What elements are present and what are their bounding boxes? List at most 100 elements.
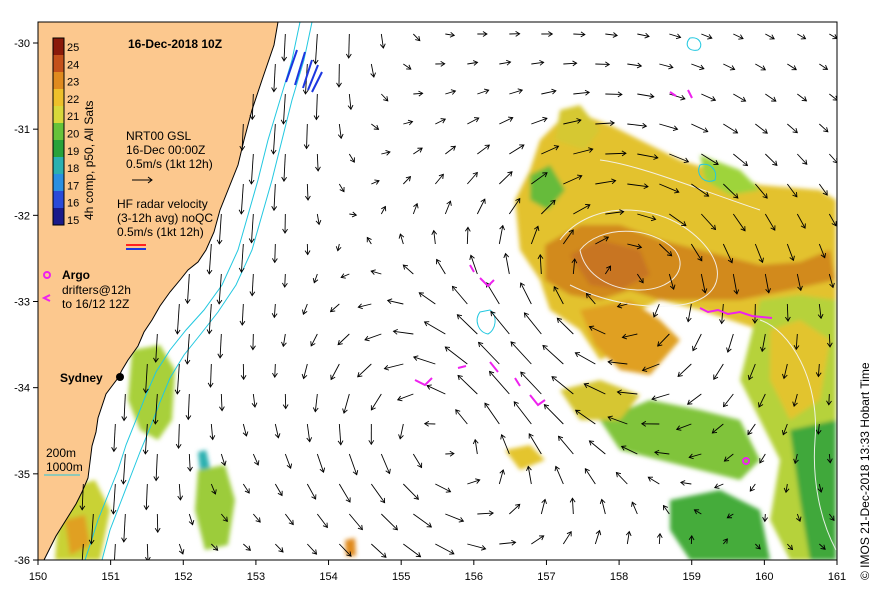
argo-legend-label: Argo: [62, 268, 90, 282]
current-arrowhead: [722, 401, 729, 408]
current-arrowhead: [657, 341, 663, 347]
current-arrow: [380, 453, 390, 474]
nrt-legend-line2: 16-Dec 00:00Z: [126, 143, 205, 157]
current-arrow: [112, 483, 116, 514]
current-arrow: [755, 543, 761, 550]
current-arrow: [284, 453, 292, 469]
current-arrow: [553, 286, 564, 305]
current-arrowhead: [554, 465, 560, 472]
current-arrowhead: [152, 419, 159, 425]
current-arrowhead: [121, 416, 128, 422]
current-arrow: [339, 543, 352, 557]
current-arrowhead: [551, 376, 557, 382]
current-arrow: [220, 453, 226, 466]
current-arrowhead: [271, 87, 277, 93]
current-arrow: [819, 543, 826, 550]
current-arrow: [302, 303, 308, 315]
current-arrow: [433, 230, 436, 245]
current-arrow: [787, 63, 797, 71]
current-arrowhead: [693, 509, 700, 515]
current-arrow: [765, 153, 778, 166]
current-arrowhead: [319, 467, 326, 474]
current-arrow: [242, 483, 250, 494]
current-arrowhead: [576, 118, 582, 124]
current-arrowhead: [178, 549, 185, 555]
x-tick-label: 160: [755, 571, 773, 583]
current-arrow: [240, 183, 244, 214]
current-arrow: [627, 183, 649, 188]
current-arrowhead: [153, 357, 159, 363]
current-arrow: [307, 543, 317, 555]
current-arrow: [562, 229, 574, 245]
current-arrow: [476, 198, 486, 215]
current-arrowhead: [621, 333, 628, 340]
current-arrowhead: [330, 374, 336, 381]
current-arrowhead: [345, 497, 351, 503]
current-arrow: [240, 243, 244, 273]
current-arrowhead: [423, 420, 430, 427]
current-arrow: [418, 292, 436, 305]
current-arrowhead: [800, 34, 807, 40]
current-arrowhead: [782, 373, 788, 380]
current-arrowhead: [488, 510, 494, 517]
current-arrowhead: [379, 43, 386, 49]
current-arrow: [275, 543, 284, 553]
colorbar-swatch: [53, 106, 64, 124]
current-arrowhead: [758, 402, 764, 408]
current-arrowhead: [392, 525, 399, 531]
current-arrowhead: [383, 96, 389, 102]
current-arrow: [251, 213, 254, 243]
current-arrowhead: [607, 415, 613, 421]
current-arrow: [637, 33, 650, 37]
current-arrowhead: [542, 172, 548, 178]
sst-patch-mid-yellow: [560, 380, 640, 420]
current-arrowhead: [681, 221, 687, 227]
current-arrowhead: [339, 186, 345, 193]
current-arrow: [605, 211, 624, 215]
current-arrowhead: [418, 90, 424, 97]
current-arrowhead: [274, 433, 281, 439]
current-arrow: [755, 63, 766, 71]
current-arrowhead: [503, 252, 510, 259]
current-arrow: [413, 147, 423, 155]
current-arrow: [677, 363, 692, 377]
current-arrowhead: [760, 65, 767, 71]
sst-patch-green-ne: [700, 155, 760, 195]
current-arrowhead: [707, 34, 713, 40]
current-arrow: [282, 333, 286, 347]
current-arrow: [723, 63, 735, 70]
current-arrow: [370, 393, 382, 411]
current-arrowhead: [329, 306, 336, 313]
current-arrow: [371, 180, 380, 185]
current-arrowhead: [449, 31, 456, 38]
hf-legend: HF radar velocity (3-12h avg) noQC 0.5m/…: [117, 197, 213, 250]
current-arrow: [348, 513, 363, 530]
colorbar-tick-label: 17: [67, 180, 79, 192]
current-arrow: [786, 243, 794, 261]
current-arrow: [306, 483, 317, 500]
current-arrowhead: [652, 312, 659, 318]
current-arrowhead: [640, 420, 647, 427]
sst-patch-orange-south: [580, 300, 680, 375]
gsl-contour: [559, 209, 718, 307]
current-arrow: [220, 513, 228, 522]
y-axis: -30 -31 -32 -33 -34 -35 -36: [14, 38, 38, 567]
current-arrowhead: [569, 497, 576, 503]
current-arrowhead: [585, 204, 591, 210]
current-arrow: [467, 117, 479, 125]
current-arrow: [123, 393, 126, 421]
current-arrow: [413, 356, 436, 365]
current-arrowhead: [732, 128, 739, 134]
current-arrow: [637, 213, 656, 220]
drifter-track: [514, 377, 521, 387]
current-arrowhead: [829, 515, 835, 522]
current-arrow: [436, 259, 446, 275]
current-arrowhead: [542, 344, 548, 351]
current-arrow: [605, 152, 626, 155]
drifter-track: [457, 365, 467, 369]
current-arrow: [457, 375, 478, 395]
current-arrowhead: [641, 366, 648, 372]
current-arrowhead: [282, 282, 288, 288]
current-arrow: [337, 243, 340, 251]
